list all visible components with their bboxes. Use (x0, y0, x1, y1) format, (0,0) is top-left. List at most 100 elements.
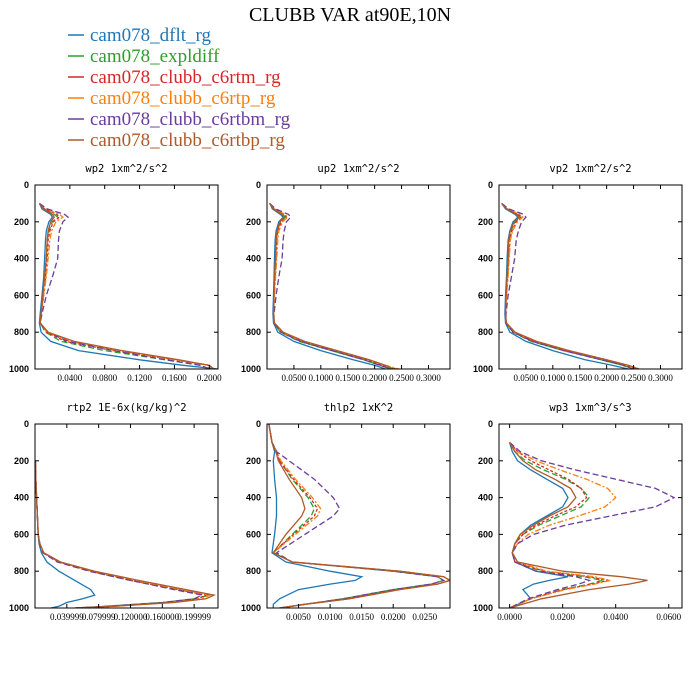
legend-label: cam078_clubb_c6rtbp_rg (90, 130, 285, 151)
x-tick-label: 0.1600 (162, 373, 187, 383)
y-tick-label: 400 (246, 493, 261, 503)
panel: rtp2 1E-6x(kg/kg)^2 0 200 400 600 800 1000 0.03… (9, 402, 219, 622)
x-tick-label: 0.0000 (497, 612, 522, 622)
y-tick-label: 0 (24, 419, 29, 429)
series-line (268, 424, 450, 608)
x-tick-label: 0.0600 (656, 612, 681, 622)
panel-title: vp2 1xm^2/s^2 (549, 163, 631, 175)
y-tick-label: 800 (246, 566, 261, 576)
plot-frame (498, 184, 683, 370)
legend-label: cam078_clubb_c6rtp_rg (90, 88, 276, 109)
panels: wp2 1xm^2/s^2 0 200 400 600 800 1000 0.0400 0.08… (9, 163, 683, 622)
series-line (35, 460, 96, 608)
series-line (269, 202, 400, 369)
panel: wp3 1xm^3/s^3 0 200 400 600 800 1000 0.0000 0.02… (473, 402, 683, 622)
series-line (269, 203, 392, 369)
series-line (269, 202, 397, 369)
y-tick-label: 200 (478, 456, 493, 466)
series-line (38, 202, 215, 369)
legend-entry: cam078_clubb_c6rtbm_rg (68, 109, 291, 130)
panel: wp2 1xm^2/s^2 0 200 400 600 800 1000 0.0400 0.08… (9, 163, 222, 383)
series-line (501, 202, 634, 369)
x-tick-label: 0.0200 (381, 612, 406, 622)
y-tick-label: 200 (14, 217, 29, 227)
x-tick-label: 0.0250 (412, 612, 437, 622)
x-tick-label: 0.0100 (318, 612, 343, 622)
y-tick-label: 0 (488, 419, 493, 429)
series-line (509, 441, 608, 608)
x-tick-label: 0.1200 (127, 373, 152, 383)
panel-title: thlp2 1xK^2 (324, 402, 394, 414)
y-tick-label: 800 (246, 327, 261, 337)
x-tick-label: 0.2500 (389, 373, 414, 383)
series-line (269, 203, 394, 369)
x-tick-label: 0.0500 (282, 373, 307, 383)
series-line (38, 202, 215, 369)
series-line (39, 202, 210, 369)
x-tick-label: 0.039999 (50, 612, 84, 622)
y-tick-label: 400 (246, 254, 261, 264)
series-line (509, 441, 617, 608)
panel: thlp2 1xK^2 0 200 400 600 800 1000 0.0050 0.0100… (241, 402, 451, 622)
y-tick-label: 0 (256, 419, 261, 429)
legend-entry: cam078_clubb_c6rtm_rg (68, 67, 281, 88)
y-tick-label: 400 (478, 254, 493, 264)
x-tick-label: 0.0200 (550, 612, 575, 622)
series-line (35, 460, 213, 608)
series-line (269, 203, 386, 369)
y-tick-label: 1000 (473, 603, 493, 613)
x-tick-label: 0.079999 (82, 612, 116, 622)
panel: up2 1xm^2/s^2 0 200 400 600 800 1000 0.0500 0.10… (241, 163, 451, 383)
y-tick-label: 200 (14, 456, 29, 466)
x-tick-label: 0.3000 (416, 373, 441, 383)
panel-title: wp3 1xm^3/s^3 (549, 402, 631, 414)
x-tick-label: 0.0400 (603, 612, 628, 622)
y-tick-label: 1000 (241, 603, 261, 613)
series-line (509, 442, 648, 608)
x-tick-label: 0.0800 (92, 373, 117, 383)
y-tick-label: 0 (256, 180, 261, 190)
y-tick-label: 600 (478, 529, 493, 539)
x-tick-label: 0.1000 (308, 373, 333, 383)
panel: vp2 1xm^2/s^2 0 200 400 600 800 1000 0.0500 0.10… (473, 163, 683, 383)
x-tick-label: 0.2500 (621, 373, 646, 383)
series-line (501, 202, 634, 369)
x-tick-label: 0.0150 (349, 612, 374, 622)
series-line (501, 202, 637, 369)
panel-title: up2 1xm^2/s^2 (317, 163, 399, 175)
y-tick-label: 200 (246, 217, 261, 227)
y-tick-label: 200 (246, 456, 261, 466)
series-line (501, 202, 640, 369)
y-tick-label: 400 (478, 493, 493, 503)
x-tick-label: 0.1500 (335, 373, 360, 383)
series-line (35, 460, 211, 608)
y-tick-label: 0 (488, 180, 493, 190)
y-tick-label: 800 (14, 566, 29, 576)
y-tick-label: 600 (246, 529, 261, 539)
series-line (35, 460, 205, 608)
x-tick-label: 0.3000 (648, 373, 673, 383)
plot-frame (34, 423, 219, 609)
series-line (38, 202, 215, 369)
legend-label: cam078_expldiff (90, 46, 220, 67)
plot-frame (34, 184, 219, 370)
x-tick-label: 0.1000 (540, 373, 565, 383)
x-tick-label: 0.2000 (594, 373, 619, 383)
panel-title: rtp2 1E-6x(kg/kg)^2 (66, 402, 186, 414)
legend-label: cam078_dflt_rg (90, 25, 212, 46)
y-tick-label: 600 (14, 290, 29, 300)
y-tick-label: 1000 (241, 364, 261, 374)
y-tick-label: 0 (24, 180, 29, 190)
x-tick-label: 0.0400 (57, 373, 82, 383)
y-tick-label: 1000 (9, 603, 29, 613)
series-line (38, 203, 218, 369)
plot-frame (498, 423, 683, 609)
x-tick-label: 0.0050 (286, 612, 311, 622)
y-tick-label: 600 (246, 290, 261, 300)
series-line (268, 424, 450, 608)
legend-label: cam078_clubb_c6rtbm_rg (90, 109, 291, 130)
x-tick-label: 0.0500 (514, 373, 539, 383)
legend-entry: cam078_expldiff (68, 46, 220, 67)
legend-entry: cam078_clubb_c6rtp_rg (68, 88, 276, 109)
y-tick-label: 1000 (9, 364, 29, 374)
